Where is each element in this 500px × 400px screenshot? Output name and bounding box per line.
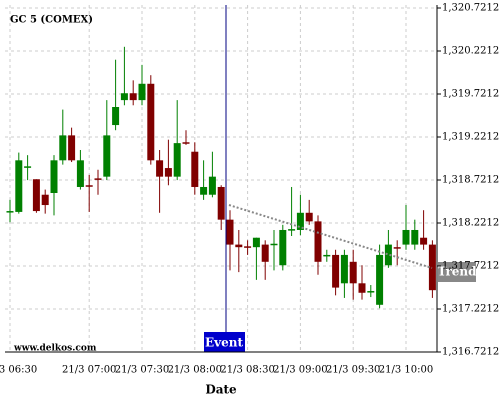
x-tick-label: 21/3 07:30 <box>115 365 169 376</box>
candle-body <box>411 229 419 245</box>
candle-body <box>296 212 304 230</box>
candle-body <box>252 237 260 248</box>
candle-body <box>332 254 340 288</box>
candle-body <box>208 176 216 195</box>
candle-body <box>428 244 436 291</box>
trend-label: Trend <box>437 265 477 279</box>
trend-box <box>438 262 476 282</box>
x-tick-label: 21/3 10:00 <box>379 365 433 376</box>
trend-line <box>228 204 433 269</box>
candle-body <box>41 194 49 206</box>
y-tick-label: 1,318.7212 <box>442 174 499 185</box>
candle-body <box>138 83 146 101</box>
x-tick-label: 21/3 09:00 <box>273 365 327 376</box>
candle-body <box>50 160 58 193</box>
candle-body <box>24 166 32 168</box>
candle-body <box>94 178 102 180</box>
y-tick-label: 1,319.2212 <box>442 131 499 142</box>
y-tick-label: 1,317.2212 <box>442 303 499 314</box>
candle-body <box>270 243 278 246</box>
x-axis-label: Date <box>205 383 237 397</box>
candle-body <box>314 221 322 262</box>
x-tick-label: 21/3 09:30 <box>326 365 380 376</box>
candle-body <box>32 179 40 212</box>
candle-body <box>323 254 331 257</box>
y-tick-label: 1,316.7212 <box>442 347 499 358</box>
candle-body <box>156 160 164 177</box>
x-tick-label: 21/3 08:00 <box>168 365 222 376</box>
candle-body <box>103 135 111 177</box>
y-tick-label: 1,320.2212 <box>442 45 499 56</box>
candle-body <box>367 291 375 293</box>
y-tick-label: 1,317.7212 <box>442 260 499 271</box>
watermark: www.delkos.com <box>13 344 97 354</box>
candle-body <box>384 244 392 266</box>
x-tick-label: 21/3 06:30 <box>0 365 37 376</box>
candle-body <box>147 83 155 161</box>
candle-body <box>340 254 348 284</box>
plot-area <box>5 5 437 352</box>
candle-body <box>279 229 287 266</box>
candle-body <box>244 246 252 248</box>
candle-body <box>120 93 128 101</box>
candle-body <box>261 244 269 262</box>
y-tick-label: 1,318.2212 <box>442 217 499 228</box>
candle-body <box>402 229 410 245</box>
candle-body <box>349 261 357 284</box>
candle-body <box>200 186 208 195</box>
candle-body <box>15 160 23 212</box>
candle-body <box>191 151 199 187</box>
x-tick-label: 21/3 08:30 <box>220 365 274 376</box>
candle-body <box>76 160 84 187</box>
candle-body <box>173 143 181 177</box>
candle-body <box>420 237 428 245</box>
candle-body <box>305 212 313 222</box>
event-label: Event <box>205 336 243 350</box>
candle-body <box>68 135 76 161</box>
candle-body <box>217 186 225 220</box>
candle-body <box>182 142 190 144</box>
y-tick-label: 1,320.7212 <box>442 2 499 13</box>
y-tick-label: 1,319.7212 <box>442 88 499 99</box>
event-box <box>204 332 245 352</box>
candle-body <box>393 247 401 249</box>
x-tick-label: 21/3 07:00 <box>62 365 116 376</box>
chart-title: GC 5 (COMEX) <box>10 15 93 26</box>
candle-body <box>6 211 14 213</box>
candle-body <box>376 254 384 305</box>
candle-body <box>129 93 137 101</box>
candle-body <box>85 185 93 187</box>
candle-body <box>358 283 366 293</box>
candle-body <box>288 229 296 231</box>
candle-body <box>112 106 120 126</box>
candle-body <box>235 244 243 248</box>
candle-body <box>59 135 67 161</box>
candle-body <box>164 168 172 177</box>
candle-body <box>226 219 234 245</box>
